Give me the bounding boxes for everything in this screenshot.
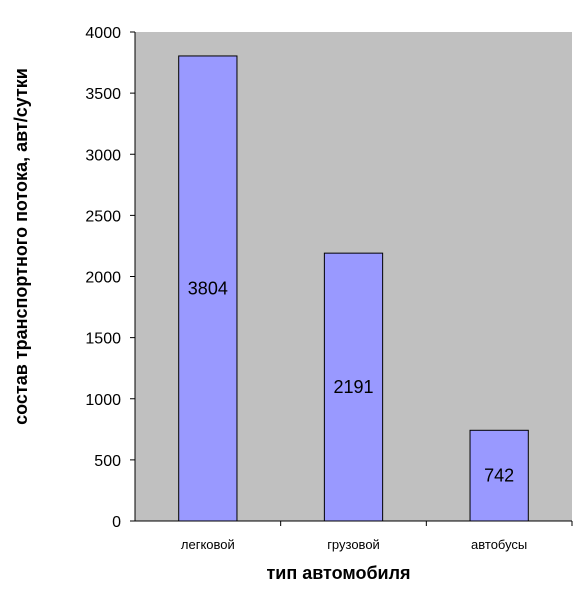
x-tick-label-2: грузовой: [327, 537, 380, 552]
data-label-3: 742: [484, 466, 514, 486]
y-tick-label-5: 2500: [85, 208, 121, 225]
data-labels-group: 3804 2191 742: [188, 278, 514, 485]
y-tick-label-6: 3000: [85, 147, 121, 164]
y-tick-label-3: 1500: [85, 331, 121, 348]
y-tick-label-1: 500: [94, 453, 121, 470]
data-label-2: 2191: [333, 377, 373, 397]
bar-1: [178, 55, 238, 522]
y-tick-label-8: 4000: [85, 25, 121, 42]
bar-3: [469, 429, 529, 522]
y-ticks-group: 0 500 1000 1500 2000 2500 3000 3500 4000: [85, 25, 135, 531]
bars-group: [178, 55, 529, 522]
y-tick-label-7: 3500: [85, 86, 121, 103]
y-tick-label-2: 1000: [85, 392, 121, 409]
x-axis-title: тип автомобиля: [266, 563, 410, 583]
x-tick-label-3: автобусы: [471, 537, 527, 552]
y-tick-label-0: 0: [112, 514, 121, 531]
x-tick-label-1: легковой: [181, 537, 235, 552]
y-tick-label-4: 2000: [85, 270, 121, 287]
data-label-1: 3804: [188, 278, 228, 298]
y-axis-title: состав транспортного потока, авт/сутки: [11, 68, 31, 425]
x-ticks-group: легковой грузовой автобусы: [181, 521, 573, 552]
bar-2: [323, 252, 384, 522]
